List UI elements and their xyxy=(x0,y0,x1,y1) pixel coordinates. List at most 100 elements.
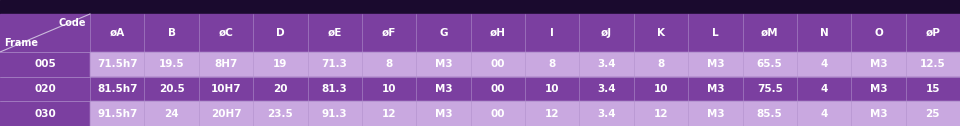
Text: 10: 10 xyxy=(545,84,560,94)
Text: 19: 19 xyxy=(274,59,287,69)
Bar xyxy=(688,101,742,126)
Bar xyxy=(362,52,417,77)
Text: 15: 15 xyxy=(925,84,940,94)
Text: 8: 8 xyxy=(548,59,556,69)
Text: 20: 20 xyxy=(273,84,288,94)
Text: 10: 10 xyxy=(382,84,396,94)
Text: 8H7: 8H7 xyxy=(214,59,238,69)
Bar xyxy=(852,52,905,77)
Text: 65.5: 65.5 xyxy=(756,59,782,69)
Text: 81.5h7: 81.5h7 xyxy=(97,84,137,94)
Bar xyxy=(852,14,905,52)
Bar xyxy=(742,52,797,77)
Text: 10: 10 xyxy=(654,84,668,94)
Text: 4: 4 xyxy=(821,59,828,69)
Bar xyxy=(144,52,199,77)
Bar xyxy=(417,14,470,52)
Bar xyxy=(797,52,852,77)
Bar xyxy=(362,77,417,101)
Bar xyxy=(470,52,525,77)
Bar xyxy=(470,14,525,52)
Text: M3: M3 xyxy=(870,59,887,69)
Text: 91.5h7: 91.5h7 xyxy=(97,109,137,119)
Bar xyxy=(362,14,417,52)
Text: G: G xyxy=(439,28,447,38)
Bar xyxy=(852,101,905,126)
Bar xyxy=(362,101,417,126)
Text: 4: 4 xyxy=(821,109,828,119)
Bar xyxy=(905,14,960,52)
Bar xyxy=(307,52,362,77)
Bar xyxy=(470,77,525,101)
Bar xyxy=(0,0,960,14)
Text: øC: øC xyxy=(219,28,233,38)
Text: 12: 12 xyxy=(545,109,560,119)
Bar xyxy=(307,14,362,52)
Bar xyxy=(90,52,144,77)
Text: O: O xyxy=(874,28,883,38)
Text: M3: M3 xyxy=(435,109,452,119)
Bar xyxy=(797,14,852,52)
Text: 12: 12 xyxy=(654,109,668,119)
Bar xyxy=(144,14,199,52)
Bar xyxy=(688,14,742,52)
Text: 00: 00 xyxy=(491,59,505,69)
Bar xyxy=(417,101,470,126)
Text: øM: øM xyxy=(761,28,779,38)
Bar xyxy=(253,52,307,77)
Bar xyxy=(580,77,634,101)
Bar xyxy=(199,14,253,52)
Bar xyxy=(905,101,960,126)
Text: M3: M3 xyxy=(435,59,452,69)
Text: M3: M3 xyxy=(435,84,452,94)
Bar xyxy=(253,14,307,52)
Text: 24: 24 xyxy=(164,109,179,119)
Text: M3: M3 xyxy=(707,84,724,94)
Text: øJ: øJ xyxy=(601,28,612,38)
Text: 10H7: 10H7 xyxy=(210,84,241,94)
Bar xyxy=(253,77,307,101)
Bar xyxy=(634,77,688,101)
Bar xyxy=(634,101,688,126)
Bar xyxy=(580,101,634,126)
Bar xyxy=(797,77,852,101)
Bar xyxy=(797,101,852,126)
Text: Frame: Frame xyxy=(4,38,38,48)
Text: 3.4: 3.4 xyxy=(597,59,616,69)
Bar xyxy=(0,101,90,126)
Bar xyxy=(307,77,362,101)
Bar xyxy=(0,77,90,101)
Text: 8: 8 xyxy=(658,59,664,69)
Text: 8: 8 xyxy=(385,59,393,69)
Text: 030: 030 xyxy=(35,109,56,119)
Bar xyxy=(144,101,199,126)
Bar xyxy=(525,52,580,77)
Text: 85.5: 85.5 xyxy=(756,109,782,119)
Text: 19.5: 19.5 xyxy=(158,59,184,69)
Text: 020: 020 xyxy=(35,84,56,94)
Bar xyxy=(905,52,960,77)
Bar xyxy=(525,77,580,101)
Bar xyxy=(199,77,253,101)
Bar xyxy=(905,77,960,101)
Text: N: N xyxy=(820,28,828,38)
Text: 75.5: 75.5 xyxy=(756,84,782,94)
Text: M3: M3 xyxy=(707,59,724,69)
Bar xyxy=(742,77,797,101)
Bar xyxy=(742,101,797,126)
Text: øP: øP xyxy=(925,28,940,38)
Text: 12.5: 12.5 xyxy=(920,59,946,69)
Text: 00: 00 xyxy=(491,109,505,119)
Text: øH: øH xyxy=(490,28,506,38)
Text: øE: øE xyxy=(327,28,342,38)
Text: M3: M3 xyxy=(870,84,887,94)
Text: K: K xyxy=(657,28,665,38)
Text: øA: øA xyxy=(109,28,125,38)
Bar xyxy=(253,101,307,126)
Text: 23.5: 23.5 xyxy=(268,109,293,119)
Text: 3.4: 3.4 xyxy=(597,109,616,119)
Bar xyxy=(417,77,470,101)
Text: M3: M3 xyxy=(707,109,724,119)
Text: I: I xyxy=(550,28,554,38)
Text: 20.5: 20.5 xyxy=(158,84,184,94)
